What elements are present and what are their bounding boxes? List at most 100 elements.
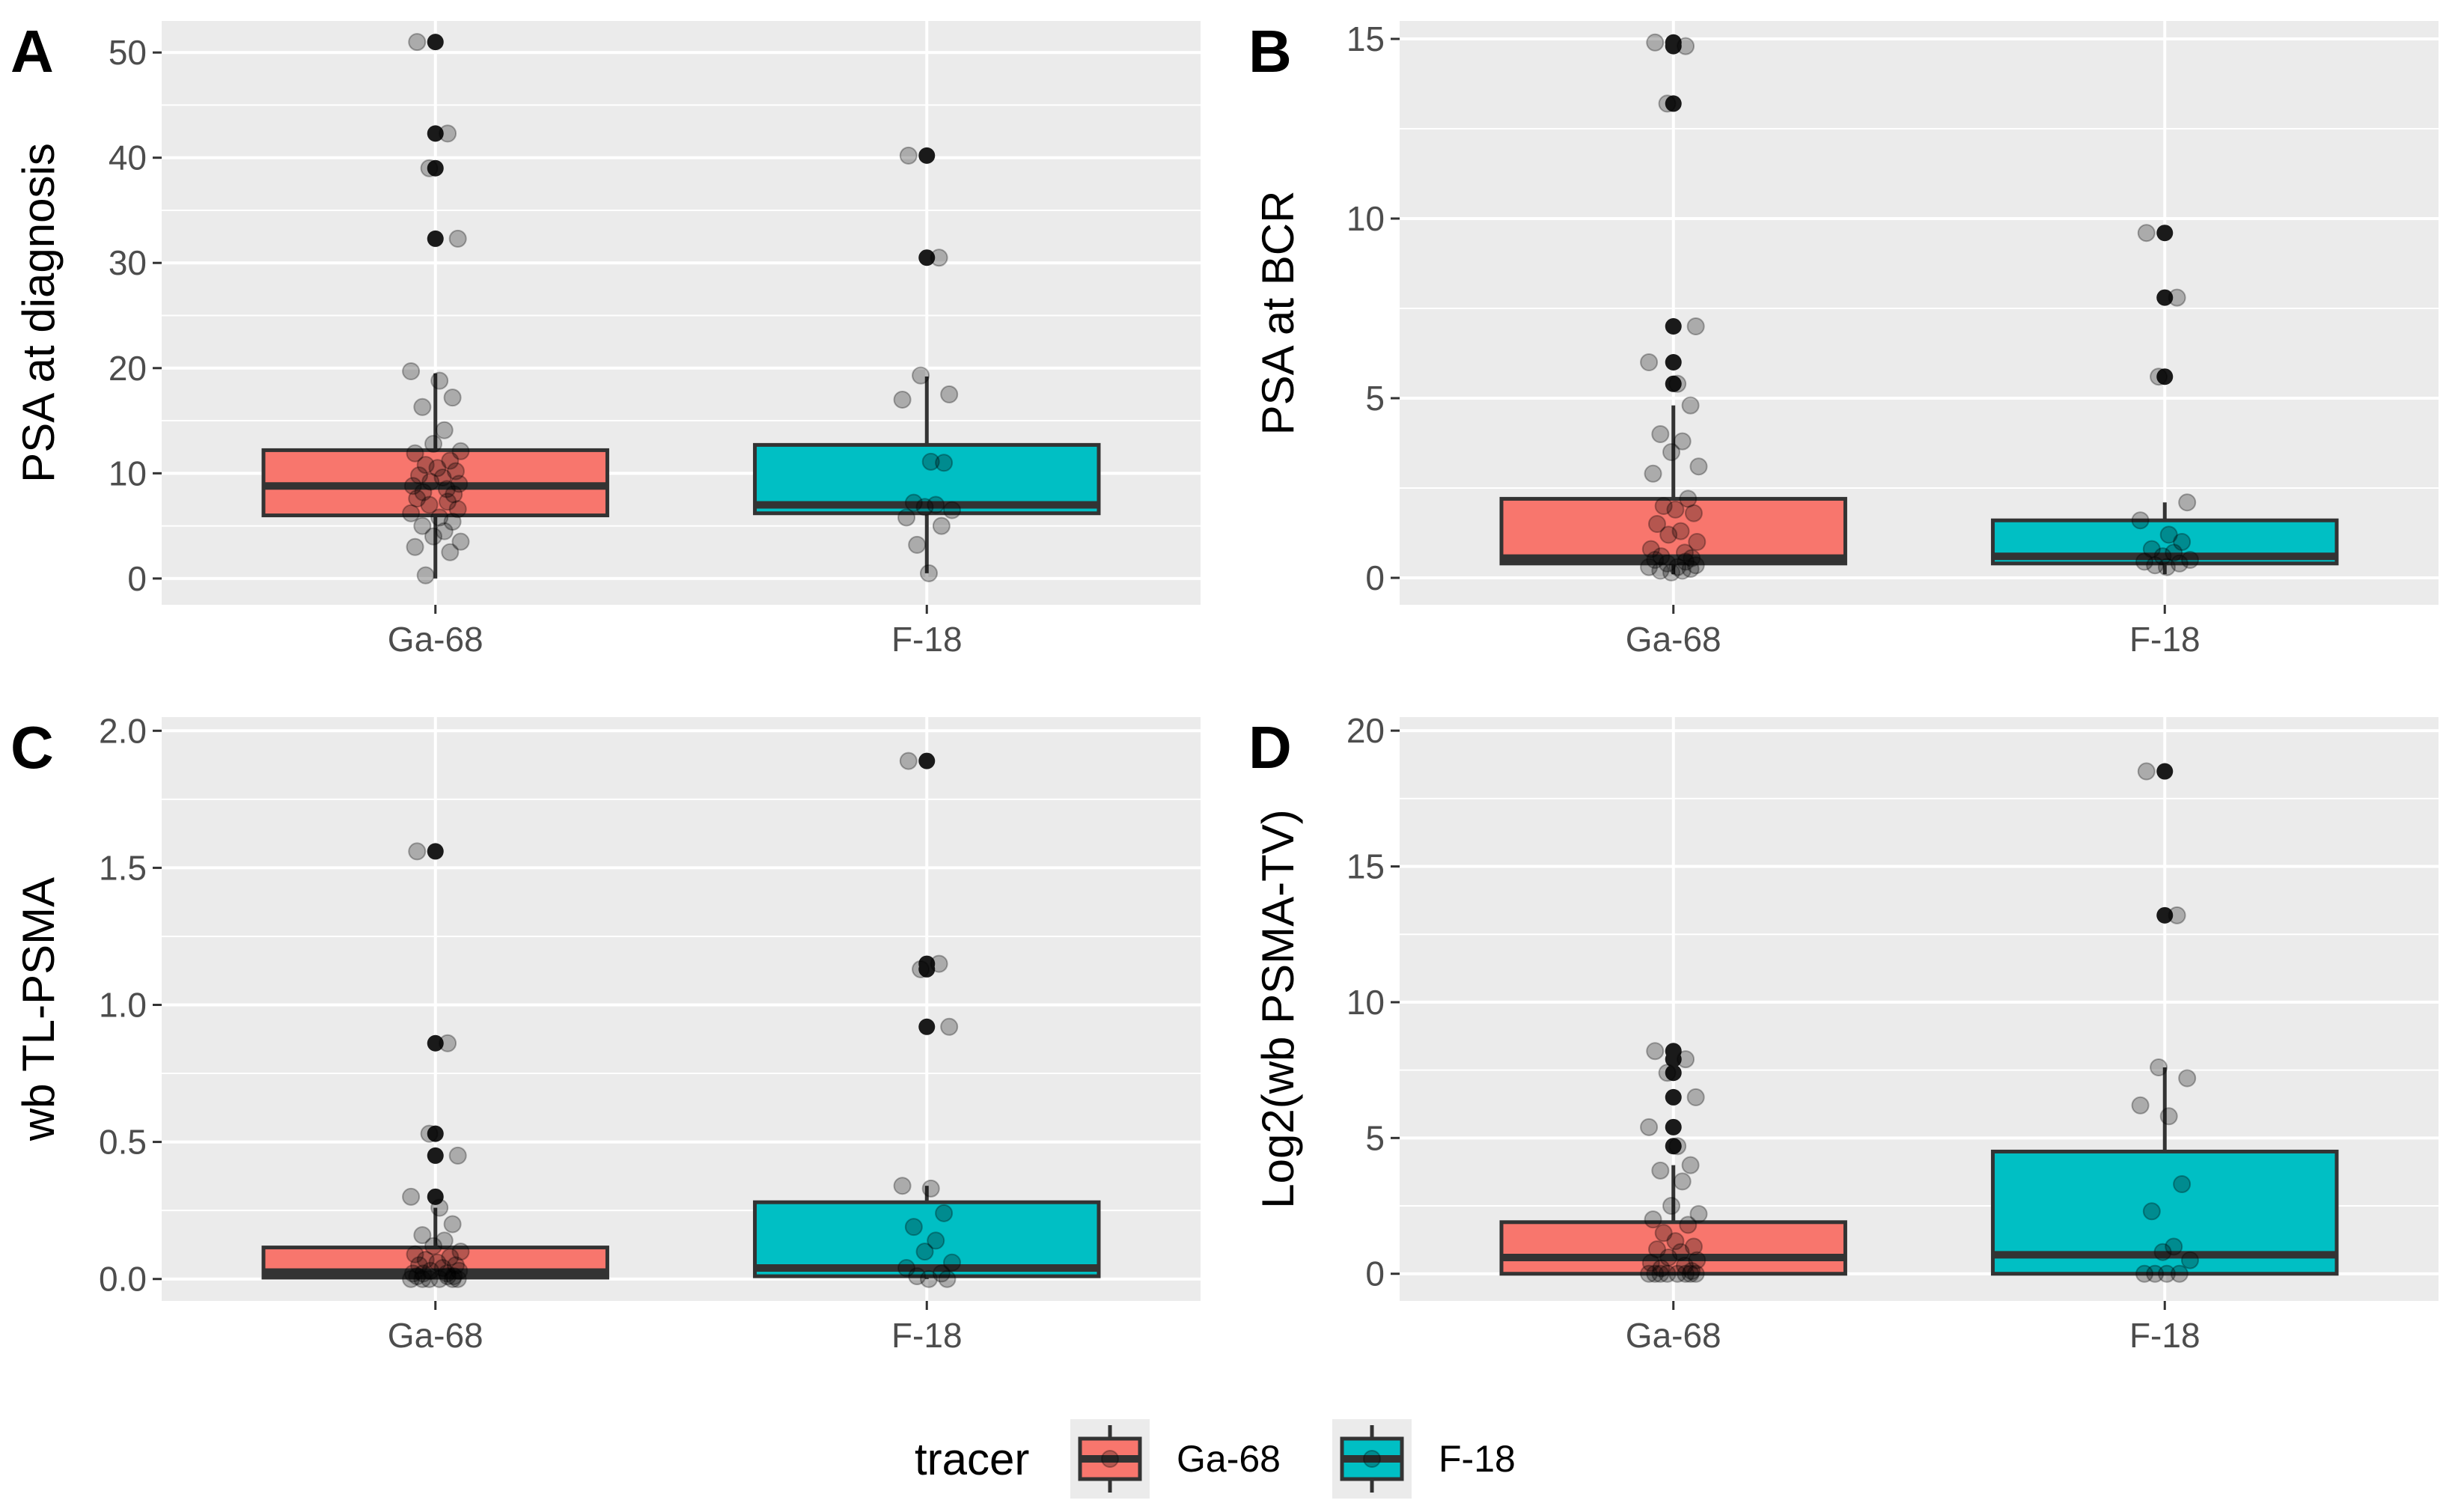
- legend-key-point-f-18: [1363, 1450, 1381, 1468]
- y-tick-label: 10: [109, 454, 147, 493]
- data-point-ga-68: [1640, 353, 1659, 371]
- data-point-ga-68: [1646, 1042, 1665, 1061]
- data-point-f-18: [893, 1177, 912, 1195]
- data-point-f-18: [2146, 556, 2165, 575]
- data-point-ga-68: [1654, 1224, 1673, 1243]
- data-point-ga-68: [1651, 1161, 1670, 1180]
- plot-area-a: 0 10 20 30 40 50 Ga-68 F-18: [109, 21, 1201, 659]
- data-point-ga-68: [413, 1269, 432, 1288]
- panel-letter-d: D: [1248, 714, 1292, 781]
- data-point-ga-68: [1684, 504, 1703, 522]
- outlier-point-ga-68: [1665, 318, 1682, 335]
- box-f-18: [753, 1200, 1101, 1278]
- data-point-ga-68: [435, 1231, 454, 1250]
- data-point-ga-68: [430, 371, 449, 390]
- data-point-f-18: [2150, 368, 2168, 386]
- y-tick-label: 30: [109, 243, 147, 282]
- data-point-ga-68: [1686, 1088, 1705, 1106]
- outlier-point-ga-68: [1665, 34, 1682, 51]
- outlier-point-ga-68: [427, 1125, 444, 1142]
- outlier-point-ga-68: [427, 1034, 444, 1052]
- data-point-ga-68: [428, 459, 447, 478]
- data-point-ga-68: [408, 1267, 427, 1286]
- outlier-point-f-18: [918, 249, 936, 266]
- outlier-point-ga-68: [427, 843, 444, 860]
- data-point-ga-68: [402, 362, 421, 380]
- data-point-f-18: [935, 454, 954, 472]
- data-point-f-18: [2173, 1175, 2192, 1193]
- data-point-ga-68: [421, 1261, 440, 1280]
- y-axis-title-d: Log2(wb PSMA-TV): [1253, 809, 1303, 1209]
- outlier-point-ga-68: [1665, 95, 1682, 112]
- data-point-ga-68: [1671, 522, 1690, 540]
- y-tick-label: 50: [109, 33, 147, 72]
- data-point-f-18: [930, 954, 948, 973]
- y-tick-label: 0.5: [99, 1123, 147, 1162]
- data-point-ga-68: [403, 477, 422, 496]
- data-point-ga-68: [402, 504, 421, 522]
- data-point-ga-68: [1651, 1264, 1670, 1283]
- data-point-ga-68: [1658, 1264, 1677, 1283]
- data-point-ga-68: [1666, 500, 1685, 519]
- data-point-f-18: [938, 1269, 957, 1288]
- data-point-f-18: [942, 501, 961, 519]
- y-tick-label: 5: [1365, 379, 1385, 418]
- data-point-ga-68: [1683, 549, 1701, 567]
- data-point-ga-68: [406, 537, 424, 556]
- data-point-ga-68: [1675, 1256, 1694, 1275]
- data-point-ga-68: [1677, 1050, 1695, 1069]
- data-point-f-18: [899, 146, 918, 165]
- data-point-ga-68: [451, 1243, 470, 1261]
- data-point-f-18: [915, 498, 934, 516]
- legend-key-f-18: [1332, 1419, 1412, 1499]
- data-point-f-18: [2170, 554, 2189, 573]
- x-tick-label-ga-68: Ga-68: [388, 1316, 484, 1355]
- data-point-ga-68: [433, 468, 452, 487]
- data-point-ga-68: [1673, 432, 1692, 451]
- data-point-ga-68: [1689, 457, 1708, 476]
- data-point-ga-68: [1668, 1137, 1687, 1156]
- data-point-f-18: [2153, 1243, 2172, 1261]
- data-point-ga-68: [435, 522, 454, 540]
- x-tick-label-ga-68: Ga-68: [1626, 620, 1721, 659]
- data-point-ga-68: [1644, 464, 1662, 483]
- plot-area-d: 0 5 10 15 20 Ga-68 F-18: [1347, 711, 2439, 1355]
- x-tick-label-ga-68: Ga-68: [388, 620, 484, 659]
- data-point-ga-68: [446, 1256, 465, 1275]
- data-point-ga-68: [443, 512, 462, 531]
- data-point-ga-68: [1689, 1204, 1708, 1223]
- data-point-ga-68: [1658, 94, 1677, 113]
- outlier-point-ga-68: [427, 1188, 444, 1205]
- data-point-ga-68: [437, 480, 456, 499]
- y-tick-label: 10: [1347, 983, 1385, 1022]
- x-tick-label-ga-68: Ga-68: [1626, 1316, 1721, 1355]
- data-point-f-18: [935, 1204, 954, 1222]
- legend-label-ga-68: Ga-68: [1177, 1438, 1281, 1480]
- box-ga-68: [1499, 496, 1847, 566]
- data-point-f-18: [2165, 1237, 2183, 1256]
- data-point-f-18: [927, 496, 945, 514]
- data-point-ga-68: [1651, 425, 1670, 443]
- data-point-ga-68: [1654, 497, 1673, 515]
- data-point-f-18: [2157, 1264, 2176, 1283]
- outlier-point-ga-68: [427, 159, 444, 177]
- data-point-ga-68: [1659, 1248, 1678, 1266]
- panel-letter-c: C: [10, 714, 54, 781]
- data-point-ga-68: [1640, 1118, 1659, 1136]
- panel-d: D Log2(wb PSMA-TV) 0 5 10 15 20 Ga-68 F-18: [1248, 711, 2439, 1355]
- data-point-ga-68: [448, 500, 467, 519]
- legend-title: tracer: [915, 1434, 1029, 1484]
- data-point-f-18: [2137, 224, 2156, 243]
- data-point-ga-68: [441, 451, 460, 470]
- data-point-ga-68: [448, 1269, 467, 1288]
- data-point-ga-68: [439, 1267, 457, 1286]
- data-point-ga-68: [413, 1226, 432, 1245]
- data-point-ga-68: [420, 496, 439, 514]
- data-point-f-18: [2137, 762, 2156, 781]
- data-point-ga-68: [430, 1198, 449, 1217]
- data-point-ga-68: [435, 421, 454, 439]
- data-point-ga-68: [441, 543, 460, 561]
- data-point-ga-68: [1641, 540, 1660, 558]
- data-point-ga-68: [1646, 551, 1665, 569]
- data-point-ga-68: [1651, 561, 1670, 580]
